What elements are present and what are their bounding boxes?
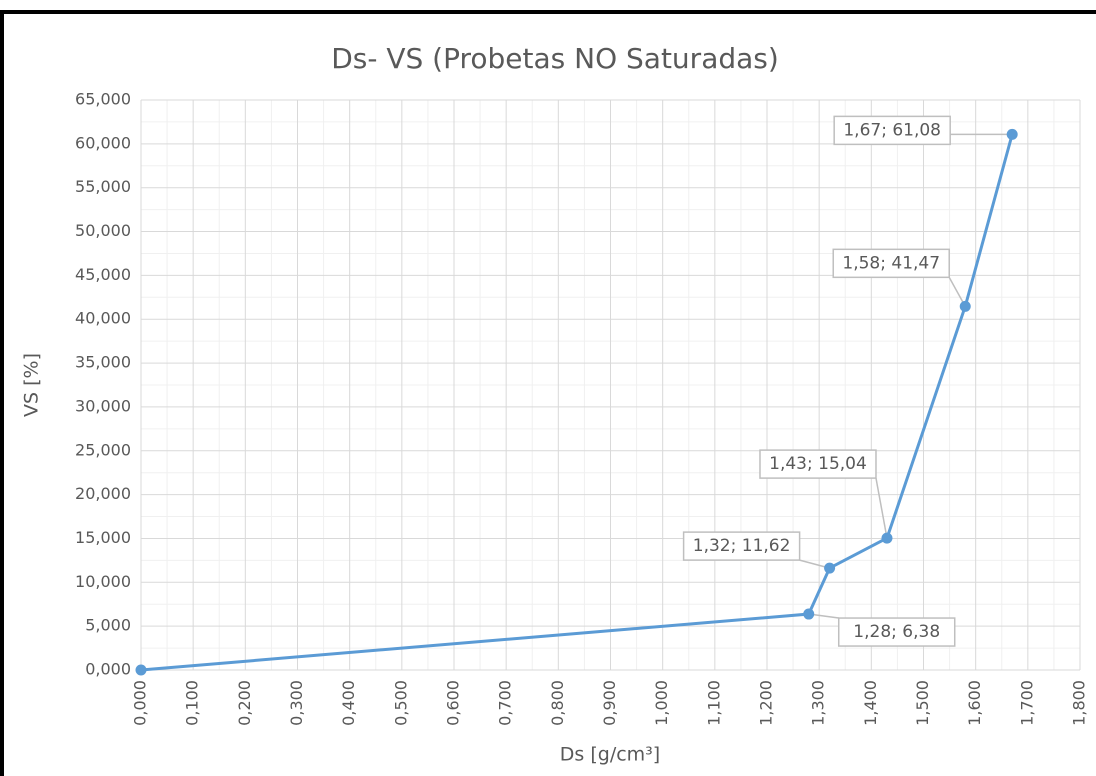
label-box	[837, 617, 956, 647]
label-box	[832, 248, 950, 279]
leader-line	[875, 477, 888, 539]
data-point	[824, 562, 836, 574]
y-tick-label: 0,000	[85, 660, 131, 679]
data-point	[881, 532, 893, 544]
x-tick-label: 0,800	[548, 680, 567, 726]
data-point	[803, 608, 815, 620]
x-tick-label: 1,400	[861, 680, 880, 726]
y-tick-label: 45,000	[75, 265, 131, 284]
y-tick-label: 20,000	[75, 484, 131, 503]
x-tick-label: 0,200	[235, 680, 254, 726]
y-axis-label: VS [%]	[21, 353, 43, 417]
y-tick-label: 50,000	[75, 221, 131, 240]
data-point	[1006, 128, 1018, 140]
x-tick-label: 1,300	[809, 680, 828, 726]
x-tick-label: 1,600	[965, 680, 984, 726]
x-tick-label: 1,200	[757, 680, 776, 726]
y-tick-label: 25,000	[75, 440, 131, 459]
x-tick-label: 1,800	[1070, 680, 1089, 726]
x-tick-label: 0,100	[183, 680, 202, 726]
y-tick-label: 15,000	[75, 528, 131, 547]
label-box	[833, 115, 951, 146]
data-label: 1,43; 15,04	[769, 454, 867, 474]
x-tick-label: 0,000	[131, 680, 150, 726]
x-tick-label: 0,900	[600, 680, 619, 726]
leader-line	[948, 276, 966, 307]
x-tick-label: 0,600	[444, 680, 463, 726]
x-axis-label: Ds [g/cm³]	[560, 744, 660, 766]
x-tick-label: 1,500	[913, 680, 932, 726]
x-tick-label: 1,700	[1017, 680, 1036, 726]
x-tick-label: 1,000	[652, 680, 671, 726]
x-tick-label: 1,100	[704, 680, 723, 726]
data-point	[959, 300, 971, 312]
data-label: 1,32; 11,62	[693, 536, 791, 556]
chart-title: Ds- VS (Probetas NO Saturadas)	[331, 42, 779, 75]
label-box	[682, 531, 801, 561]
y-tick-label: 60,000	[75, 133, 131, 152]
data-label: 1,67; 61,08	[843, 120, 941, 140]
label-box	[759, 449, 877, 479]
x-tick-label: 0,400	[339, 680, 358, 726]
y-tick-label: 55,000	[75, 177, 131, 196]
y-tick-label: 35,000	[75, 353, 131, 372]
x-tick-label: 0,500	[391, 680, 410, 726]
y-tick-label: 10,000	[75, 572, 131, 591]
x-tick-label: 0,300	[287, 680, 306, 726]
data-label: 1,28; 6,38	[853, 622, 940, 642]
data-point	[135, 664, 147, 676]
y-tick-label: 40,000	[75, 309, 131, 328]
y-tick-label: 65,000	[75, 90, 131, 109]
data-label: 1,58; 41,47	[842, 253, 940, 273]
series-line	[140, 133, 1014, 672]
x-tick-label: 0,700	[496, 680, 515, 726]
y-tick-label: 30,000	[75, 396, 131, 415]
y-tick-label: 5,000	[85, 616, 131, 635]
